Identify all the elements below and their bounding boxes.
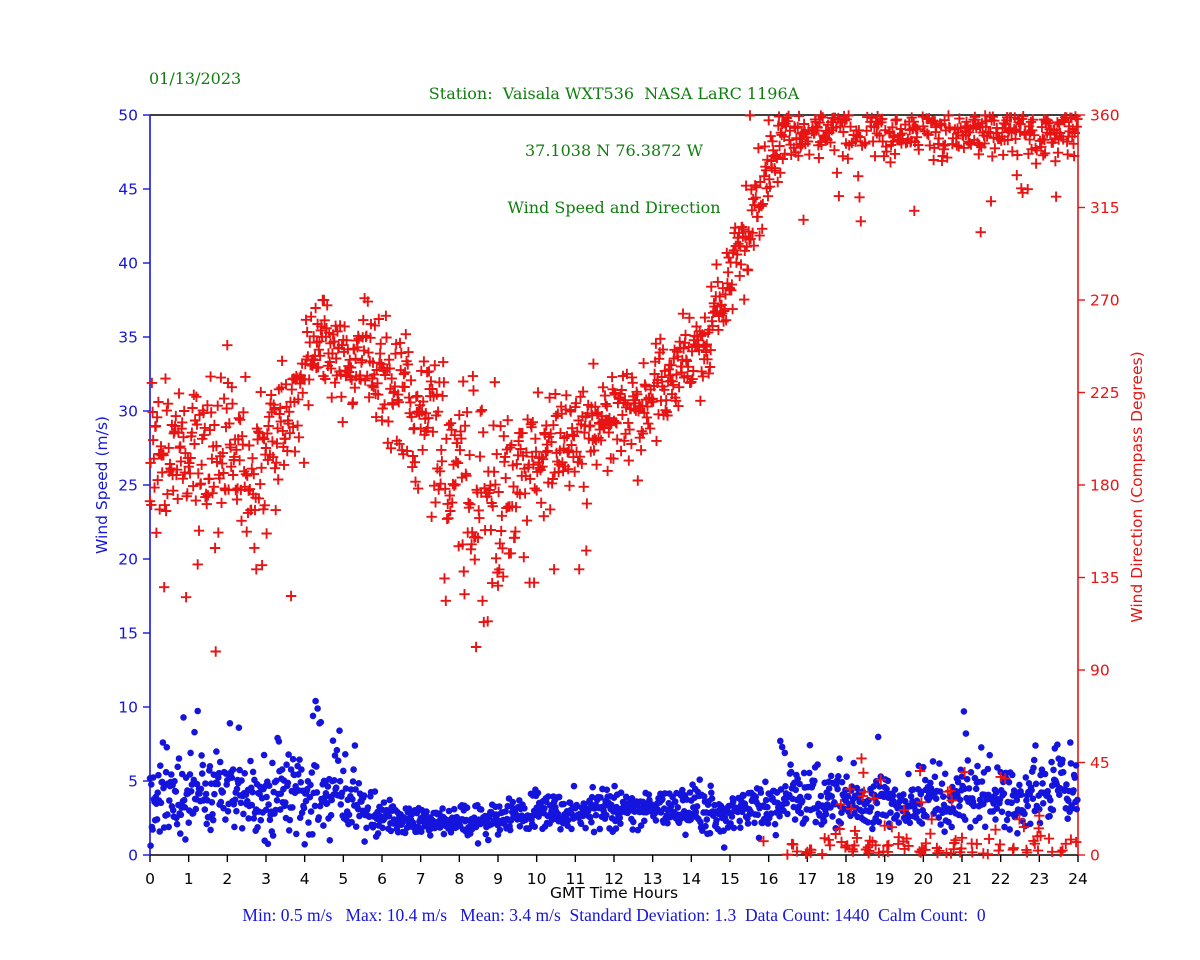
x-tick-label: 7 [416, 870, 426, 888]
right-tick-label: 0 [1090, 847, 1100, 865]
x-tick-label: 2 [222, 870, 232, 888]
x-axis-ticks: 0 1 2 3 4 5 6 7 8 9 10 11 12 13 14 15 16 17 18 19 20 21 22 23 24 [145, 855, 1088, 888]
title-line-coordinates: 37.1038 N 76.3872 W [524, 141, 704, 160]
left-tick-label: 50 [118, 107, 138, 125]
left-tick-label: 15 [118, 625, 138, 643]
right-tick-label: 180 [1090, 477, 1120, 495]
x-tick-label: 3 [261, 870, 271, 888]
x-tick-label: 13 [643, 870, 663, 888]
right-tick-label: 360 [1090, 107, 1120, 125]
left-tick-label: 25 [118, 477, 138, 495]
x-tick-label: 19 [875, 870, 895, 888]
x-tick-label: 9 [493, 870, 503, 888]
x-tick-label: 15 [720, 870, 740, 888]
x-tick-label: 0 [145, 870, 155, 888]
left-tick-label: 30 [118, 403, 138, 421]
right-tick-label: 225 [1090, 384, 1120, 402]
x-tick-label: 5 [338, 870, 348, 888]
x-tick-label: 11 [565, 870, 585, 888]
x-tick-label: 16 [759, 870, 779, 888]
right-tick-label: 45 [1090, 754, 1110, 772]
left-tick-label: 10 [118, 699, 138, 717]
x-tick-label: 20 [913, 870, 933, 888]
date-label: 01/13/2023 [149, 69, 242, 88]
x-tick-label: 21 [952, 870, 972, 888]
wind-speed-points [146, 697, 1081, 851]
stats-line: Min: 0.5 m/s Max: 10.4 m/s Mean: 3.4 m/s… [242, 905, 986, 925]
left-axis-ticks: 0 5 10 15 20 25 30 35 40 45 50 [118, 107, 150, 865]
left-tick-label: 45 [118, 181, 138, 199]
left-tick-label: 0 [128, 847, 138, 865]
x-tick-label: 24 [1068, 870, 1088, 888]
x-tick-label: 23 [1029, 870, 1049, 888]
x-tick-label: 8 [454, 870, 464, 888]
title-line-subject: Wind Speed and Direction [507, 198, 721, 217]
x-tick-label: 4 [300, 870, 310, 888]
wind-direction-points [144, 110, 1083, 860]
title-line-station: Station: Vaisala WXT536 NASA LaRC 1196A [428, 84, 800, 103]
right-tick-label: 315 [1090, 199, 1120, 217]
left-tick-label: 20 [118, 551, 138, 569]
x-tick-label: 6 [377, 870, 387, 888]
left-tick-label: 5 [128, 773, 138, 791]
chart-title: Station: Vaisala WXT536 NASA LaRC 1196A … [429, 46, 799, 255]
x-tick-label: 10 [527, 870, 547, 888]
x-tick-label: 22 [991, 870, 1011, 888]
x-tick-label: 12 [604, 870, 624, 888]
x-tick-label: 1 [184, 870, 194, 888]
x-tick-label: 17 [797, 870, 817, 888]
left-tick-label: 35 [118, 329, 138, 347]
x-axis-label: GMT Time Hours [549, 884, 679, 902]
x-tick-label: 14 [681, 870, 701, 888]
right-tick-label: 90 [1090, 662, 1110, 680]
right-tick-label: 270 [1090, 292, 1120, 310]
left-tick-label: 40 [118, 255, 138, 273]
right-tick-label: 135 [1090, 569, 1120, 587]
right-axis-ticks: 0 45 90 135 180 225 270 315 360 [1078, 107, 1120, 865]
x-tick-label: 18 [836, 870, 856, 888]
